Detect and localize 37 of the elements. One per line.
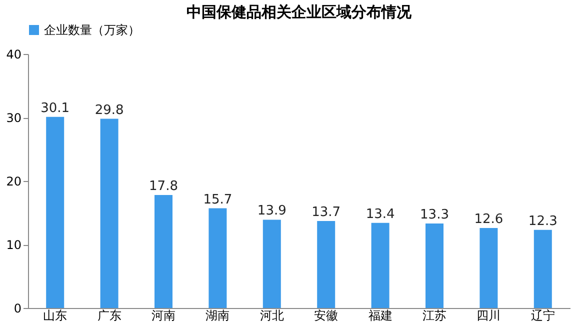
- bar: [534, 230, 552, 308]
- bar: [426, 224, 444, 308]
- x-tick-label: 湖南: [206, 308, 230, 322]
- data-label: 13.3: [420, 208, 449, 223]
- bar: [262, 220, 281, 308]
- chart-title: 中国保健品相关企业区域分布情况: [186, 3, 412, 21]
- x-tick-label: 江苏: [422, 308, 446, 322]
- data-label: 17.8: [149, 178, 178, 194]
- data-label: 30.1: [40, 100, 70, 116]
- y-tick-label: 40: [6, 48, 22, 62]
- x-tick-label: 福建: [368, 308, 392, 322]
- x-tick-label: 辽宁: [530, 308, 555, 322]
- y-tick-label: 0: [14, 302, 22, 316]
- data-label: 12.3: [528, 214, 558, 229]
- bar: [46, 116, 64, 308]
- y-tick-label: 10: [6, 238, 22, 252]
- x-tick-label: 广东: [97, 308, 122, 322]
- x-tick-label: 山东: [43, 308, 68, 322]
- data-label: 13.9: [257, 204, 286, 219]
- data-label: 15.7: [203, 192, 232, 208]
- bar: [100, 118, 118, 308]
- x-tick-label: 四川: [476, 308, 501, 322]
- legend-label: 企业数量（万家）: [44, 23, 140, 37]
- bar: [371, 222, 390, 308]
- x-tick-label: 安徽: [314, 308, 338, 322]
- y-tick-label: 30: [6, 111, 22, 125]
- x-tick-label: 河北: [260, 308, 284, 322]
- data-label: 12.6: [474, 212, 504, 227]
- data-label: 29.8: [94, 102, 124, 118]
- data-label: 13.7: [312, 205, 341, 220]
- bar: [208, 208, 227, 308]
- data-label: 13.4: [366, 206, 395, 222]
- bar: [317, 221, 336, 308]
- y-tick-label: 20: [6, 174, 22, 188]
- bar: [480, 228, 498, 308]
- x-tick-label: 河南: [152, 308, 176, 322]
- bar: [154, 194, 172, 308]
